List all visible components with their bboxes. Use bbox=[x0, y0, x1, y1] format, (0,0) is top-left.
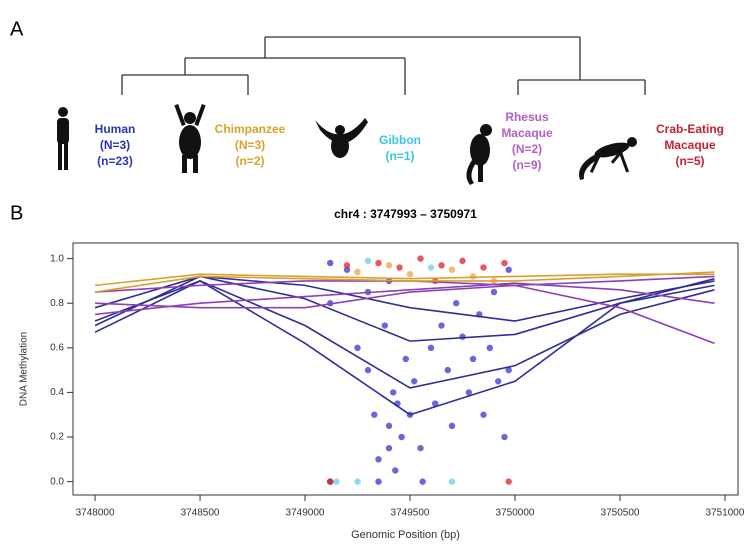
methylation-curve bbox=[94, 280, 715, 389]
data-point bbox=[343, 262, 351, 269]
data-point bbox=[371, 411, 378, 418]
taxon-label: (N=2) bbox=[512, 142, 542, 156]
data-point bbox=[490, 288, 498, 296]
data-point bbox=[327, 259, 334, 267]
data-point bbox=[385, 444, 393, 452]
x-tick-label: 3749000 bbox=[286, 508, 325, 519]
data-point bbox=[333, 478, 340, 485]
data-point bbox=[385, 422, 393, 430]
taxa: Human (N=3) (n=23) Chimpanzee (N=3) (n=2) Gibb… bbox=[95, 110, 724, 172]
taxon-label: Rhesus bbox=[505, 110, 549, 124]
data-point bbox=[354, 478, 361, 485]
data-point bbox=[465, 389, 473, 396]
y-tick-label: 0.4 bbox=[50, 387, 64, 398]
data-point bbox=[375, 456, 382, 463]
methylation-curve bbox=[94, 277, 715, 416]
data-point bbox=[448, 478, 456, 485]
taxon-label: Human bbox=[95, 122, 136, 136]
data-point bbox=[375, 259, 382, 267]
data-point bbox=[364, 257, 372, 265]
data-point bbox=[396, 264, 403, 271]
taxon-label: (n=1) bbox=[385, 149, 414, 163]
taxon-label: Macaque bbox=[664, 138, 716, 152]
data-point bbox=[392, 467, 399, 474]
y-tick-label: 0.8 bbox=[50, 298, 64, 309]
y-tick-label: 0.6 bbox=[50, 342, 64, 353]
data-point bbox=[417, 255, 424, 262]
taxon-label: Macaque bbox=[501, 126, 553, 140]
taxon-label: Crab-Eating bbox=[656, 122, 724, 136]
data-point bbox=[505, 266, 512, 273]
plot-frame bbox=[72, 242, 739, 496]
taxon-label: Gibbon bbox=[379, 133, 421, 147]
data-point bbox=[501, 259, 508, 267]
data-point bbox=[385, 262, 393, 269]
data-point bbox=[375, 478, 382, 485]
taxon-label: (N=3) bbox=[100, 138, 130, 152]
x-tick-label: 3749500 bbox=[391, 508, 430, 519]
data-point bbox=[411, 378, 418, 385]
y-tick-label: 0.2 bbox=[50, 432, 64, 443]
y-tick-label: 0.0 bbox=[50, 476, 64, 487]
data-point bbox=[505, 366, 512, 374]
x-tick-label: 3750500 bbox=[601, 508, 640, 519]
x-tick-label: 3748000 bbox=[76, 508, 115, 519]
data-point bbox=[480, 411, 487, 418]
data-point bbox=[398, 433, 405, 441]
data-point bbox=[444, 366, 452, 374]
data-point bbox=[448, 266, 456, 273]
methylation-curve bbox=[94, 271, 715, 293]
data-point bbox=[486, 344, 494, 352]
data-point bbox=[417, 444, 424, 452]
taxon-label: (n=9) bbox=[512, 158, 541, 172]
methylation-curve bbox=[95, 284, 715, 345]
panel-label: A bbox=[10, 18, 24, 40]
data-point bbox=[459, 333, 466, 340]
data-point bbox=[438, 262, 445, 269]
data-point bbox=[343, 266, 351, 273]
data-point bbox=[495, 378, 502, 385]
data-point bbox=[427, 344, 435, 352]
y-axis-label: DNA Methylation bbox=[19, 332, 30, 406]
data-point bbox=[419, 478, 426, 485]
data-point bbox=[501, 433, 508, 441]
data-point bbox=[505, 478, 512, 485]
data-point bbox=[448, 422, 456, 430]
x-tick-label: 3748500 bbox=[181, 508, 220, 519]
data-point bbox=[469, 355, 477, 363]
x-axis-label: Genomic Position (bp) bbox=[351, 529, 460, 541]
taxon-label: (n=5) bbox=[675, 154, 704, 168]
methylation-curve bbox=[94, 273, 715, 287]
data-point bbox=[354, 344, 361, 352]
taxon-label: (n=2) bbox=[235, 154, 264, 168]
taxon-label: Chimpanzee bbox=[215, 122, 286, 136]
y-tick-label: 1.0 bbox=[50, 253, 64, 264]
data-point bbox=[327, 478, 334, 485]
data-point bbox=[364, 366, 372, 374]
taxon-label: (N=3) bbox=[235, 138, 265, 152]
data-point bbox=[469, 273, 477, 280]
data-point bbox=[438, 322, 445, 329]
data-point bbox=[406, 271, 414, 278]
data-point bbox=[427, 264, 435, 271]
x-tick-label: 3750000 bbox=[496, 508, 535, 519]
data-point bbox=[432, 400, 439, 407]
data-point bbox=[402, 355, 410, 363]
methylation-curve bbox=[94, 282, 715, 316]
data-point bbox=[390, 389, 397, 396]
data-point bbox=[480, 264, 487, 271]
data-point bbox=[453, 300, 460, 307]
taxon-label: (n=23) bbox=[97, 154, 133, 168]
chart-title: chr4 : 3747993 – 3750971 bbox=[334, 207, 477, 221]
data-point bbox=[354, 268, 361, 276]
data-point bbox=[381, 322, 389, 329]
silhouettes bbox=[57, 103, 637, 185]
panel-label: B bbox=[10, 202, 23, 224]
data-point bbox=[459, 257, 466, 265]
phylogeny bbox=[121, 36, 646, 95]
x-tick-label: 3751000 bbox=[706, 508, 745, 519]
